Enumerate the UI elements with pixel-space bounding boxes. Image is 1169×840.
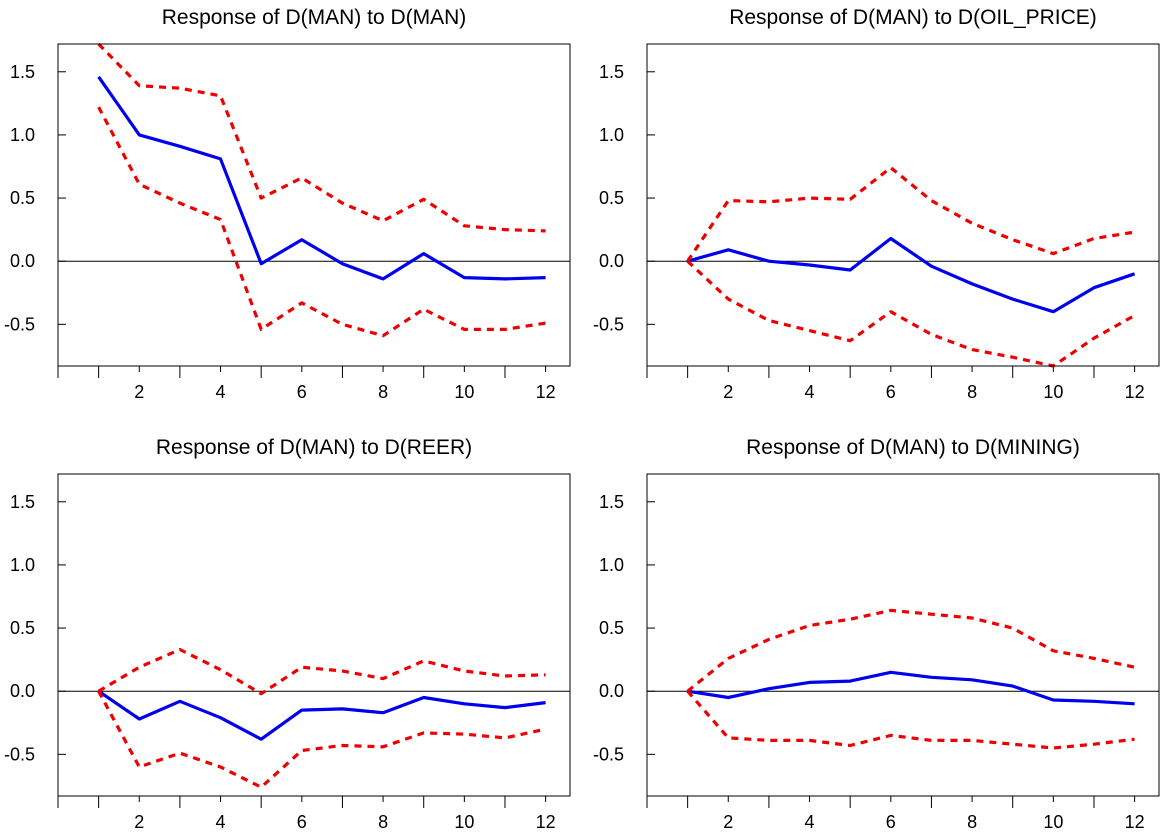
chart-title: Response of D(MAN) to D(MAN)	[162, 6, 467, 29]
y-tick-label: 1.0	[10, 555, 35, 575]
upper-band-line	[686, 166, 1135, 263]
lower-band-line	[686, 690, 1135, 750]
x-tick-label: 12	[536, 382, 556, 402]
x-tick-label: 2	[723, 382, 733, 402]
chart-marks: -0.5 0.0 0.5 1.0 1.5 2 4 6 8 10 12	[593, 43, 1160, 402]
x-tick-label: 8	[378, 812, 388, 832]
chart-title: Response of D(MAN) to D(REER)	[156, 436, 472, 459]
y-tick-label: 1.5	[10, 62, 35, 82]
x-tick-label: 8	[967, 812, 977, 832]
x-tick-label: 4	[805, 382, 815, 402]
x-tick-label: 2	[134, 382, 144, 402]
response-line	[687, 670, 1135, 706]
y-tick-label: 1.5	[10, 492, 35, 512]
response-line	[97, 689, 546, 741]
x-tick-label: 4	[216, 382, 226, 402]
upper-band-line	[686, 608, 1135, 693]
y-tick-label: 1.0	[599, 555, 624, 575]
lower-band-line	[97, 690, 546, 789]
lower-band-line	[97, 106, 546, 338]
plot-frame	[646, 43, 1160, 367]
y-tick-label: 1.5	[599, 492, 624, 512]
x-tick-label: 12	[536, 812, 556, 832]
chart-title: Response of D(MAN) to D(MINING)	[746, 436, 1080, 459]
x-tick-label: 8	[967, 382, 977, 402]
x-tick-label: 2	[134, 812, 144, 832]
x-tick-label: 12	[1125, 812, 1145, 832]
panel-2: Response of D(MAN) to D(OIL_PRICE) -0.5 0…	[589, 0, 1169, 410]
y-tick-label: 0.5	[10, 188, 35, 208]
y-tick-label: -0.5	[593, 744, 624, 764]
x-tick-label: 6	[886, 812, 896, 832]
y-tick-label: -0.5	[4, 744, 35, 764]
y-tick-label: -0.5	[593, 314, 624, 334]
x-tick-label: 10	[1043, 812, 1063, 832]
plot-frame	[57, 473, 571, 797]
upper-band-line	[97, 42, 546, 233]
x-tick-label: 6	[886, 382, 896, 402]
chart-4: Response of D(MAN) to D(MINING) -0.5 0.0 0…	[593, 436, 1160, 832]
chart-3: Response of D(MAN) to D(REER) -0.5 0.0 0.5…	[4, 436, 571, 832]
y-tick-label: 0.0	[599, 681, 624, 701]
panel-1: Response of D(MAN) to D(MAN) -0.5 0.0 0.5 1…	[0, 0, 580, 410]
x-tick-label: 4	[216, 812, 226, 832]
y-tick-label: 1.5	[599, 62, 624, 82]
lower-band-line	[686, 260, 1136, 368]
panel-3: Response of D(MAN) to D(REER) -0.5 0.0 0.5…	[0, 430, 580, 840]
y-tick-label: 1.0	[10, 125, 35, 145]
response-line	[97, 75, 546, 281]
x-tick-label: 6	[297, 382, 307, 402]
chart-marks: -0.5 0.0 0.5 1.0 1.5 2 4 6 8 10 12	[4, 42, 571, 402]
x-tick-label: 6	[297, 812, 307, 832]
x-tick-label: 8	[378, 382, 388, 402]
plot-frame	[57, 43, 571, 367]
chart-marks: -0.5 0.0 0.5 1.0 1.5 2 4 6 8 10 12	[4, 473, 571, 832]
chart-1: Response of D(MAN) to D(MAN) -0.5 0.0 0.5 1…	[4, 6, 571, 402]
x-tick-label: 12	[1125, 382, 1145, 402]
y-tick-label: 1.0	[599, 125, 624, 145]
chart-2: Response of D(MAN) to D(OIL_PRICE) -0.5 0…	[593, 6, 1160, 402]
response-line	[687, 236, 1136, 314]
y-tick-label: 0.5	[10, 618, 35, 638]
y-tick-label: 0.5	[599, 188, 624, 208]
chart-marks: -0.5 0.0 0.5 1.0 1.5 2 4 6 8 10 12	[593, 473, 1160, 832]
x-tick-label: 10	[1043, 382, 1063, 402]
upper-band-line	[97, 647, 546, 696]
panel-4: Response of D(MAN) to D(MINING) -0.5 0.0 0…	[589, 430, 1169, 840]
y-tick-label: 0.0	[10, 681, 35, 701]
chart-title: Response of D(MAN) to D(OIL_PRICE)	[729, 6, 1097, 29]
y-tick-label: -0.5	[4, 314, 35, 334]
x-tick-label: 10	[454, 382, 474, 402]
y-tick-label: 0.0	[10, 251, 35, 271]
y-tick-label: 0.5	[599, 618, 624, 638]
x-tick-label: 10	[454, 812, 474, 832]
y-tick-label: 0.0	[599, 251, 624, 271]
x-tick-label: 2	[723, 812, 733, 832]
plot-frame	[646, 473, 1160, 797]
x-tick-label: 4	[805, 812, 815, 832]
